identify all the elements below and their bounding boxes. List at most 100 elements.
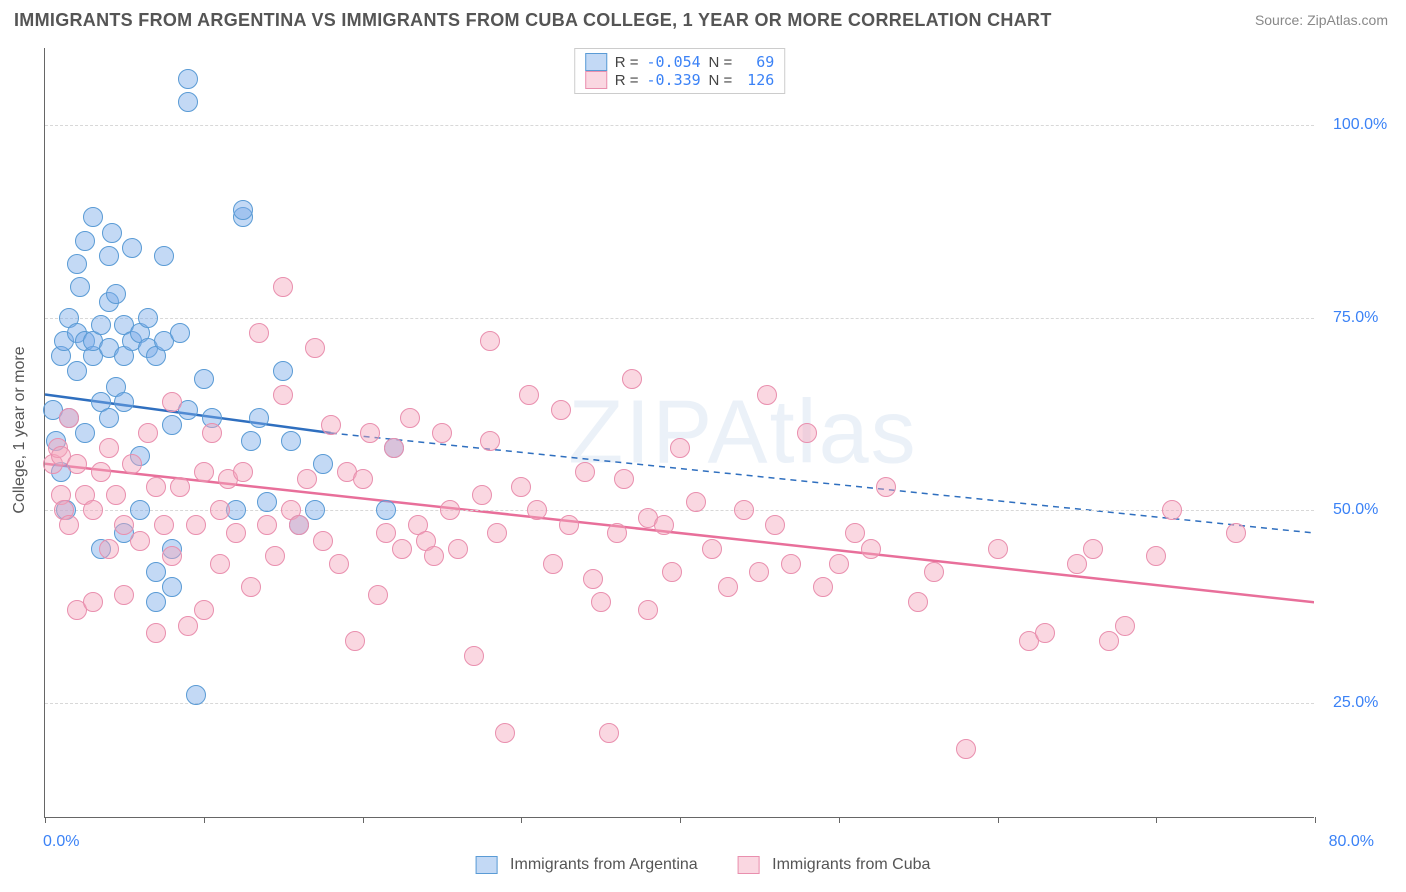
data-point [781,554,801,574]
data-point [122,238,142,258]
data-point [662,562,682,582]
data-point [75,231,95,251]
data-point [59,515,79,535]
stat-legend: R = -0.054 N = 69 R = -0.339 N = 126 [574,48,786,94]
data-point [464,646,484,666]
data-point [233,462,253,482]
x-tick [1315,817,1316,823]
data-point [186,685,206,705]
data-point [67,361,87,381]
watermark: ZIPAtlas [568,381,917,484]
data-point [257,492,277,512]
data-point [765,515,785,535]
data-point [599,723,619,743]
data-point [583,569,603,589]
data-point [956,739,976,759]
data-point [908,592,928,612]
data-point [797,423,817,443]
data-point [480,331,500,351]
data-point [130,500,150,520]
data-point [1115,616,1135,636]
swatch-argentina [476,856,498,874]
data-point [146,477,166,497]
data-point [67,254,87,274]
data-point [162,392,182,412]
data-point [519,385,539,405]
data-point [876,477,896,497]
data-point [186,515,206,535]
stat-row-cuba: R = -0.339 N = 126 [585,71,775,89]
data-point [257,515,277,535]
data-point [305,338,325,358]
data-point [376,500,396,520]
data-point [1146,546,1166,566]
data-point [154,515,174,535]
n-value-cuba: 126 [740,71,774,89]
data-point [654,515,674,535]
data-point [130,531,150,551]
data-point [170,477,190,497]
data-point [1083,539,1103,559]
x-tick-label: 0.0% [43,833,79,851]
chart-title: IMMIGRANTS FROM ARGENTINA VS IMMIGRANTS … [14,10,1052,31]
data-point [102,223,122,243]
legend-item-argentina: Immigrants from Argentina [476,856,698,874]
data-point [194,462,214,482]
data-point [91,462,111,482]
data-point [607,523,627,543]
data-point [154,246,174,266]
data-point [527,500,547,520]
data-point [146,562,166,582]
data-point [329,554,349,574]
r-label: R = [615,54,639,71]
data-point [114,392,134,412]
data-point [861,539,881,559]
n-value-argentina: 69 [740,53,774,71]
data-point [638,600,658,620]
x-tick [521,817,522,823]
data-point [273,385,293,405]
data-point [511,477,531,497]
x-tick [998,817,999,823]
data-point [114,515,134,535]
data-point [273,277,293,297]
source-label: Source: ZipAtlas.com [1255,12,1388,28]
data-point [67,454,87,474]
data-point [83,207,103,227]
data-point [305,500,325,520]
swatch-cuba [585,71,607,89]
data-point [178,92,198,112]
data-point [988,539,1008,559]
data-point [734,500,754,520]
data-point [1067,554,1087,574]
data-point [146,592,166,612]
data-point [313,454,333,474]
data-point [162,577,182,597]
data-point [749,562,769,582]
data-point [924,562,944,582]
data-point [440,500,460,520]
data-point [345,631,365,651]
data-point [543,554,563,574]
y-tick-label: 75.0% [1333,309,1378,327]
data-point [384,438,404,458]
data-point [829,554,849,574]
swatch-cuba [738,856,760,874]
data-point [106,485,126,505]
data-point [392,539,412,559]
legend-item-cuba: Immigrants from Cuba [738,856,931,874]
stat-row-argentina: R = -0.054 N = 69 [585,53,775,71]
data-point [99,246,119,266]
data-point [83,500,103,520]
data-point [575,462,595,482]
x-tick [839,817,840,823]
data-point [480,431,500,451]
bottom-legend: Immigrants from Argentina Immigrants fro… [476,856,931,874]
x-tick [1156,817,1157,823]
data-point [83,592,103,612]
data-point [281,431,301,451]
data-point [249,323,269,343]
data-point [551,400,571,420]
data-point [202,423,222,443]
data-point [194,600,214,620]
